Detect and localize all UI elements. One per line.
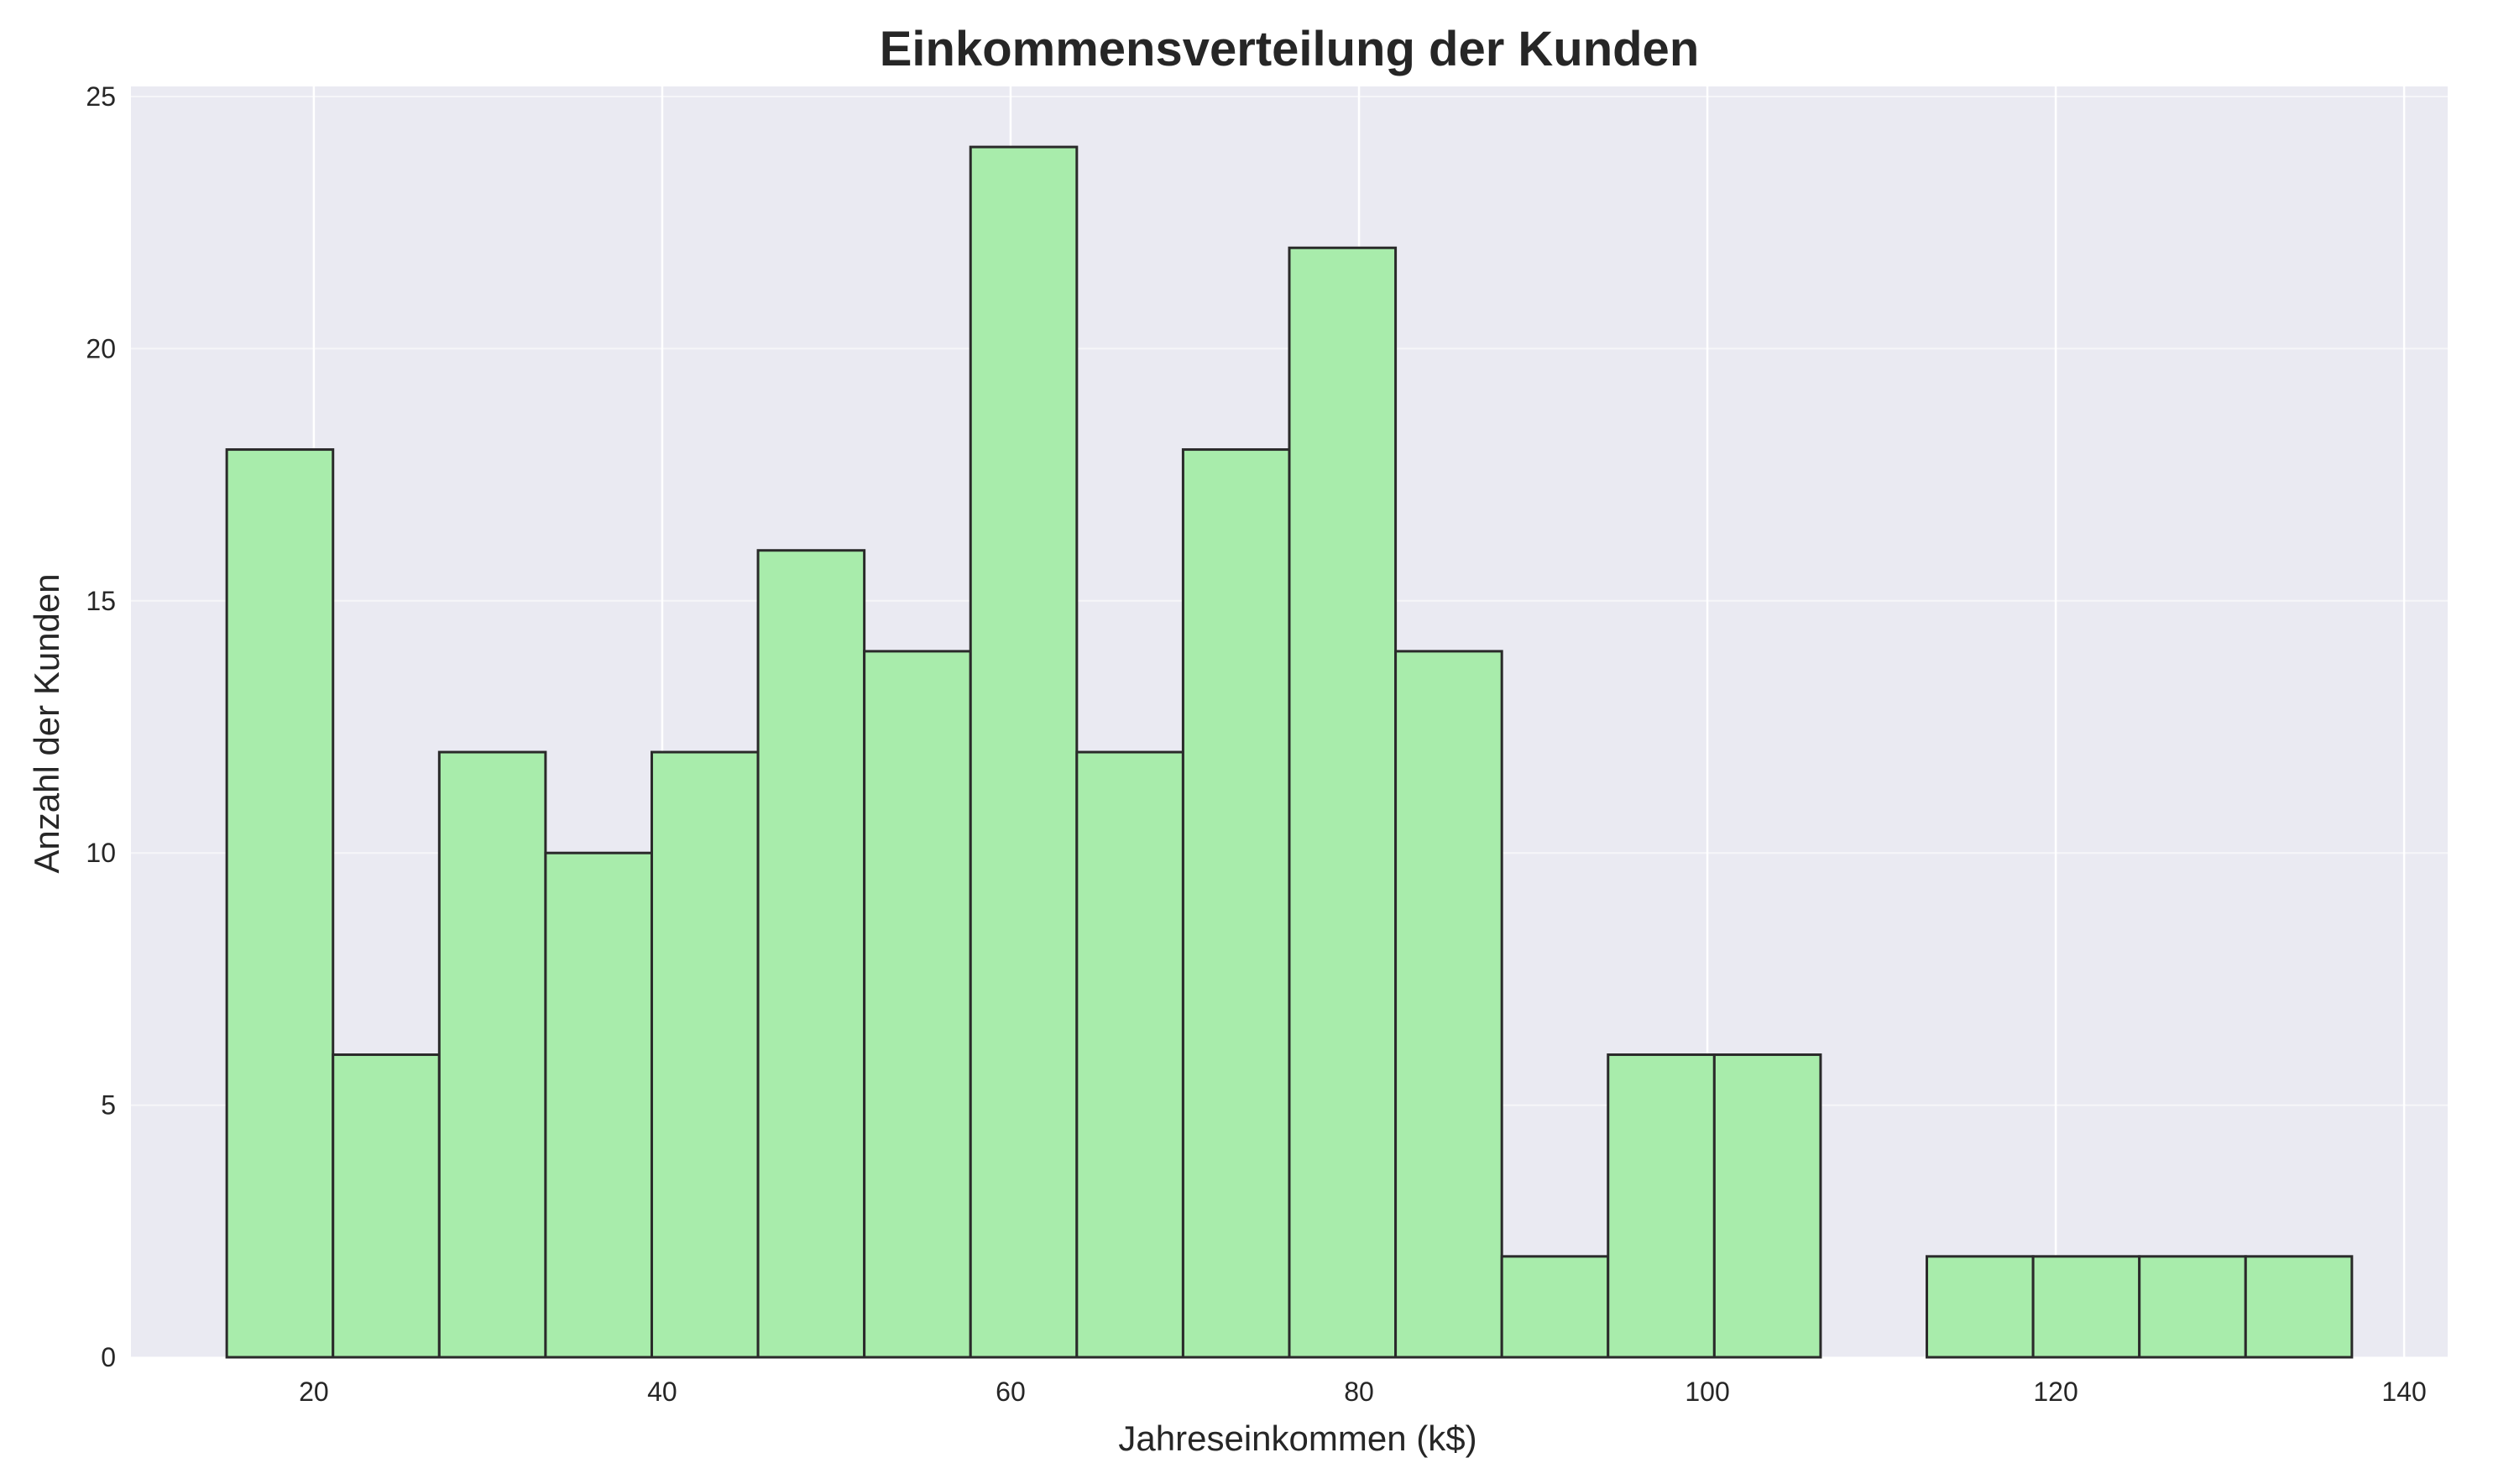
y-tick-label: 0 — [101, 1342, 116, 1372]
histogram-bar — [1607, 1053, 1716, 1359]
y-tick-label: 5 — [101, 1090, 116, 1121]
x-tick-label: 40 — [647, 1377, 677, 1407]
histogram-bar — [1181, 448, 1291, 1359]
y-axis-label: Anzahl der Kunden — [27, 573, 66, 873]
x-tick-label: 80 — [1344, 1377, 1374, 1407]
histogram-bar — [1075, 750, 1184, 1359]
histogram-bar — [1288, 246, 1398, 1359]
histogram-bar — [1394, 650, 1503, 1359]
histogram-bar — [2031, 1255, 2141, 1359]
x-axis-label: Jahreseinkommen (k$) — [1118, 1419, 1476, 1458]
histogram-bar — [863, 650, 972, 1359]
histogram-bar — [2244, 1255, 2354, 1359]
histogram-bar — [2138, 1255, 2247, 1359]
x-tick-label: 60 — [996, 1377, 1026, 1407]
histogram-bar — [969, 145, 1079, 1359]
histogram-bar — [650, 750, 760, 1359]
x-tick-labels: 20 40 60 80 100 120 140 — [299, 1377, 2427, 1407]
x-tick-label: 140 — [2381, 1377, 2426, 1407]
histogram-bar — [756, 549, 866, 1359]
histogram-bar — [225, 448, 335, 1359]
histogram-bar — [437, 750, 547, 1359]
y-tick-label: 10 — [86, 838, 116, 868]
y-tick-label: 25 — [86, 81, 116, 112]
x-tick-label: 20 — [299, 1377, 329, 1407]
x-tick-label: 100 — [1685, 1377, 1729, 1407]
y-tick-labels: 0 5 10 15 20 25 — [86, 81, 116, 1372]
y-tick-label: 15 — [86, 586, 116, 616]
histogram-bar — [1926, 1255, 2035, 1359]
histogram-bar — [332, 1053, 441, 1359]
histogram-bar — [1712, 1053, 1822, 1359]
histogram-bar — [544, 851, 653, 1359]
x-tick-label: 120 — [2033, 1377, 2078, 1407]
histogram-bar — [1500, 1255, 1610, 1359]
histogram-bars — [225, 145, 2354, 1359]
y-tick-label: 20 — [86, 333, 116, 363]
chart-title: Einkommensverteilung der Kunden — [880, 22, 1700, 76]
